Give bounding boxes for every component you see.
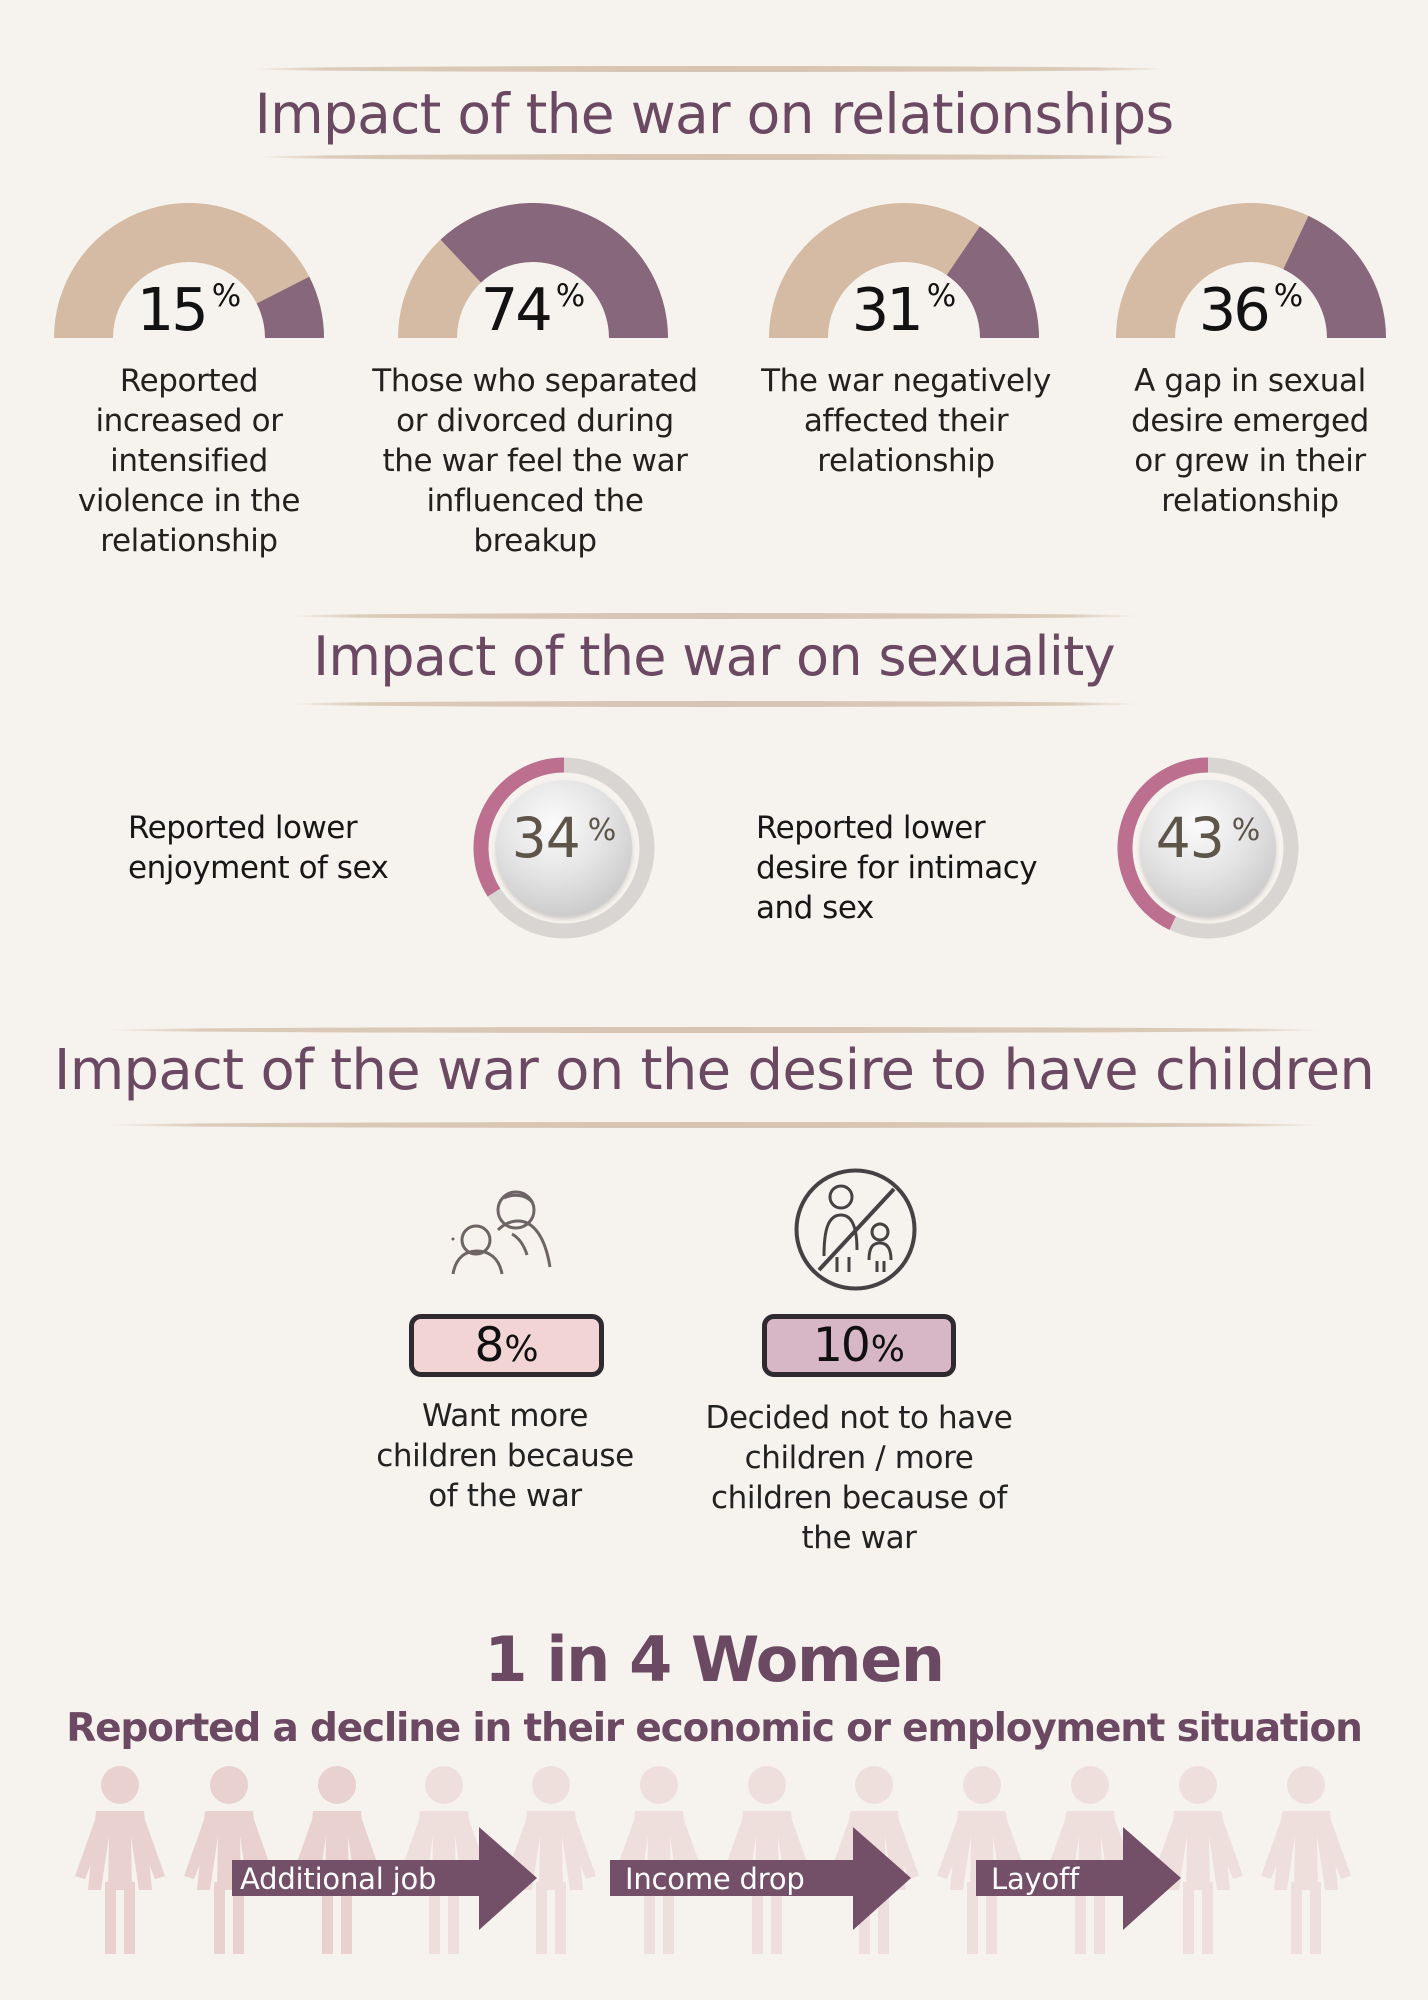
relationship-stat-2-caption: Those who separated or divorced during the… [372,363,698,559]
relationship-stat-3-gauge: 31% [769,200,1039,430]
parent-and-child-icon [451,1190,552,1275]
woman-figure-icon [1261,1766,1351,1954]
transition-arrow-3: Layoff [976,1827,1181,1930]
relationship-stat-4-caption: A gap in sexual desire emerged or grew in … [1131,363,1369,519]
gauge-value-segment [440,202,668,338]
transition-arrow-1-label: Additional job [240,1862,436,1896]
sexuality-stat-2-label: Reported lower desire for intimacy and sex [756,810,1038,926]
donut-progress-icon [1117,757,1299,939]
transition-arrow-2: Income drop [610,1827,911,1930]
relationship-stat-4-value: 36% [1198,275,1304,344]
children-stat-1-caption: Want more children because of the war [376,1398,634,1514]
semicircle-gauge-icon [54,203,324,338]
gauge-value-segment [946,226,1039,338]
relationship-stat-3-caption: The war negatively affected their relation… [761,363,1051,479]
sexuality-stat-1-donut: 34% [469,753,659,943]
relationships-title-bottom-rule [255,154,1175,160]
sexuality-title-bottom-rule [290,701,1140,707]
woman-figure-icon [937,1766,1027,1954]
children-section-title: Impact of the war on the desire to have … [53,1038,1375,1103]
no-children-icon [794,1168,917,1291]
children-stat-2-value-badge: 10% [762,1314,956,1377]
sexuality-stat-2-donut: 43% [1113,753,1303,943]
gauge-track-segment [769,203,1039,338]
relationship-stat-2-value: 74% [480,275,586,344]
semicircle-gauge-icon [398,202,668,338]
women-figures: Additional job Income drop Layoff [75,1766,1351,1954]
women-subtitle: Reported a decline in their economic or … [66,1706,1363,1751]
sexuality-title-top-rule [290,613,1140,619]
sexuality-stat-2-value: 43% [1155,806,1261,870]
woman-figure-icon [184,1766,274,1954]
sexuality-stat-1-label: Reported lower enjoyment of sex [128,810,389,886]
children-stat-1-value-badge: 8% [409,1314,604,1377]
women-figures-row: Additional job Income drop Layoff [0,1750,1428,1970]
relationship-stat-3-value: 31% [851,275,957,344]
sexuality-section-title: Impact of the war on sexuality [313,625,1115,688]
donut-progress-segment [1117,757,1209,930]
donut-progress-icon [473,757,655,939]
relationship-stat-4-gauge: 36% [1116,200,1386,430]
transition-arrow-2-label: Income drop [625,1862,805,1896]
relationships-title-top-rule [250,66,1170,72]
transition-arrow-3-label: Layoff [991,1862,1080,1896]
relationship-stat-2-gauge: 74% [398,200,668,430]
semicircle-gauge-icon [1116,203,1386,338]
gauge-value-segment [256,276,324,338]
relationship-stat-1-value: 15% [136,275,242,344]
donut-progress-segment [473,757,565,897]
woman-figure-icon [506,1766,596,1954]
relationship-stat-1-caption: Reported increased or intensified violence … [77,363,301,559]
donut-center [1140,780,1276,916]
woman-figure-icon [1153,1766,1243,1954]
children-title-top-rule [105,1027,1325,1033]
women-headline: 1 in 4 Women [484,1623,945,1696]
relationship-stat-1-gauge: 15% [54,200,324,430]
semicircle-gauge-icon [769,203,1039,338]
woman-figure-icon [75,1766,165,1954]
gauge-value-segment [1283,215,1386,338]
children-title-bottom-rule [105,1122,1325,1128]
children-stat-2-caption: Decided not to have children / more childr… [705,1400,1013,1556]
gauge-track-segment [54,203,324,338]
transition-arrow-1: Additional job [232,1827,537,1930]
sexuality-stat-1-value: 34% [511,806,617,870]
relationships-section-title: Impact of the war on relationships [254,82,1175,146]
donut-center [496,780,632,916]
